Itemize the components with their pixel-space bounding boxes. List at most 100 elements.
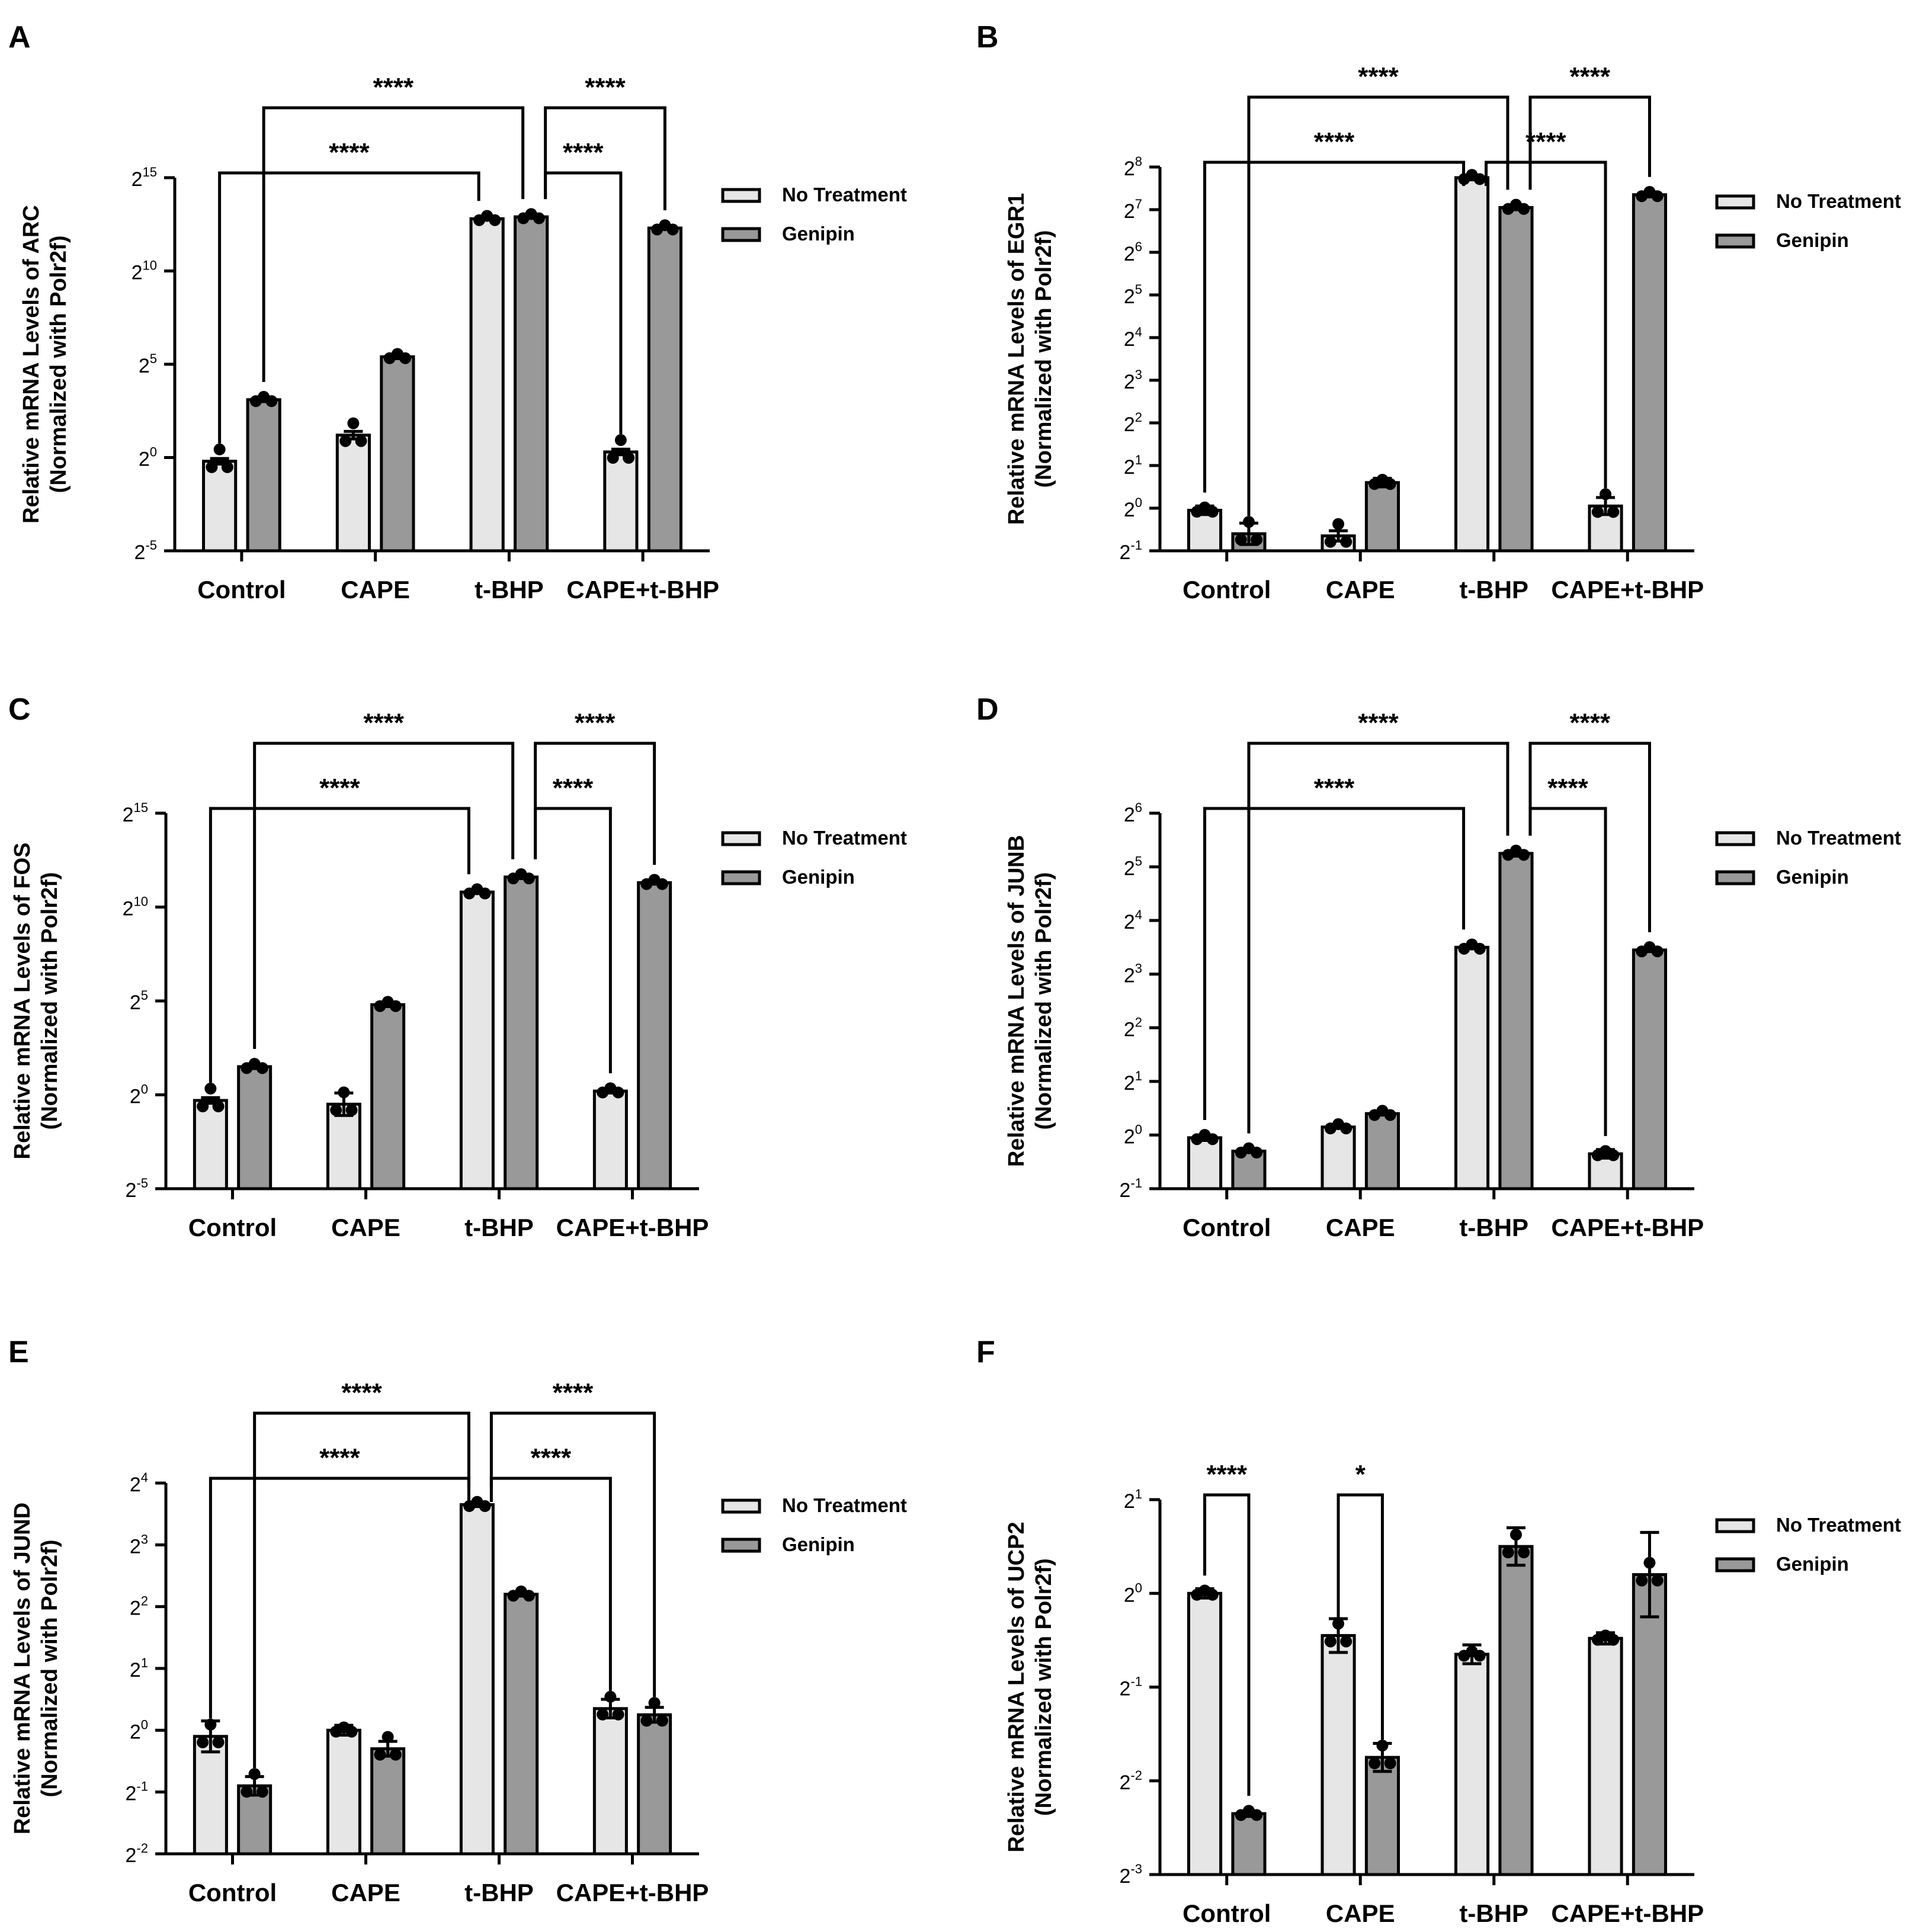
data-point xyxy=(604,1690,617,1703)
data-point xyxy=(345,1725,358,1738)
data-point xyxy=(1643,1556,1656,1569)
y-tick-label: 25 xyxy=(1124,854,1142,880)
data-point xyxy=(248,1768,261,1780)
bar xyxy=(1321,1633,1356,1876)
significance-bracket xyxy=(253,742,515,1049)
data-point xyxy=(1607,1149,1620,1161)
data-point xyxy=(1600,488,1612,500)
data-point xyxy=(648,1697,661,1709)
x-tick-label: CAPE xyxy=(341,576,410,604)
significance-bracket xyxy=(1528,95,1651,190)
significance-label: **** xyxy=(329,138,370,167)
significance-label: **** xyxy=(531,1443,572,1472)
data-point xyxy=(1607,1633,1620,1646)
data-point xyxy=(389,1748,402,1761)
data-point xyxy=(382,1731,394,1743)
y-tick-label: 22 xyxy=(1124,410,1142,436)
bar xyxy=(459,890,495,1190)
bar xyxy=(1632,948,1668,1190)
significance-bracket xyxy=(534,807,612,1074)
significance-bracket xyxy=(544,106,666,211)
significance-label: **** xyxy=(1314,774,1355,803)
data-point xyxy=(1251,1809,1263,1821)
x-tick-label: t-BHP xyxy=(475,576,544,604)
y-tick-label: 210 xyxy=(132,258,157,284)
data-point xyxy=(1509,1529,1522,1541)
data-point xyxy=(1518,203,1530,215)
y-tick-label: 27 xyxy=(1124,197,1142,223)
y-tick-label: 2-5 xyxy=(126,1176,148,1202)
significance-label: **** xyxy=(553,774,594,803)
bar xyxy=(1231,1812,1267,1876)
bar xyxy=(1498,206,1534,553)
y-axis-label-normalization: (Normalized with Polr2f) xyxy=(37,1540,62,1798)
significance-label: **** xyxy=(553,1378,594,1407)
data-point xyxy=(1591,506,1604,518)
legend-label: No Treatment xyxy=(1776,827,1901,849)
bar xyxy=(1187,1591,1223,1876)
significance-bracket xyxy=(1247,742,1509,1134)
panel-letter: F xyxy=(976,1335,995,1369)
bar xyxy=(1321,1125,1356,1190)
bar xyxy=(246,398,281,553)
y-axis-label-normalization: (Normalized with Polr2f) xyxy=(46,236,71,493)
legend-swatch xyxy=(1715,870,1755,885)
y-axis-label-normalization: (Normalized with Polr2f) xyxy=(1031,1558,1056,1816)
x-tick-label: CAPE xyxy=(331,1879,400,1907)
data-point xyxy=(1324,535,1337,548)
legend-swatch xyxy=(721,188,761,203)
y-tick-label: 2-1 xyxy=(1120,1674,1142,1700)
y-tick-label: 20 xyxy=(1124,1580,1142,1606)
x-tick-label: t-BHP xyxy=(1459,1899,1528,1927)
bar xyxy=(193,1099,228,1190)
x-tick-label: CAPE+t-BHP xyxy=(1551,576,1704,604)
x-tick-label: Control xyxy=(1182,1899,1271,1927)
y-tick-label: 25 xyxy=(1124,282,1142,308)
significance-bracket xyxy=(1203,161,1466,493)
y-axis-label-normalization: (Normalized with Polr2f) xyxy=(37,872,62,1130)
y-tick-label: 2-1 xyxy=(1120,538,1142,564)
bar xyxy=(504,1593,539,1856)
bar xyxy=(1364,1112,1400,1190)
data-point xyxy=(256,1062,268,1074)
bar xyxy=(469,217,505,553)
data-point xyxy=(330,1104,342,1116)
significance-label: **** xyxy=(1525,127,1566,156)
significance-label: **** xyxy=(585,73,626,102)
y-tick-label: 2-1 xyxy=(1120,1176,1142,1202)
data-point xyxy=(607,452,619,464)
y-tick-label: 26 xyxy=(1124,239,1142,265)
data-point xyxy=(1340,535,1352,548)
significance-bracket xyxy=(1247,95,1509,516)
data-point xyxy=(1332,518,1345,530)
legend-label: Genipin xyxy=(782,223,855,245)
data-point xyxy=(347,417,360,429)
y-tick-label: 20 xyxy=(130,1717,148,1743)
data-point xyxy=(1242,516,1255,528)
y-tick-label: 21 xyxy=(1124,1068,1142,1095)
y-tick-label: 215 xyxy=(132,165,157,191)
data-point xyxy=(197,1100,209,1113)
data-point xyxy=(1473,173,1486,185)
bar xyxy=(193,1735,228,1856)
bar xyxy=(514,215,549,553)
panel-letter: D xyxy=(976,692,999,727)
legend-swatch xyxy=(721,1538,761,1553)
y-axis-label: Relative mRNA Levels of JUND xyxy=(10,1503,35,1834)
data-point xyxy=(204,1083,217,1095)
data-point xyxy=(1332,1618,1345,1630)
data-point xyxy=(1473,942,1486,955)
data-point xyxy=(533,212,545,224)
data-point xyxy=(213,443,226,455)
x-tick-label: CAPE xyxy=(1326,576,1395,604)
x-tick-label: Control xyxy=(188,1879,277,1907)
y-axis-label: Relative mRNA Levels of ARC xyxy=(19,205,44,524)
data-point xyxy=(339,435,352,447)
bar xyxy=(1454,1652,1490,1876)
data-point xyxy=(265,395,278,407)
y-tick-label: 2-2 xyxy=(1120,1768,1142,1794)
legend-label: Genipin xyxy=(1776,1553,1849,1575)
legend-label: Genipin xyxy=(1776,229,1849,251)
bar xyxy=(592,1707,628,1856)
significance-label: **** xyxy=(363,708,404,737)
